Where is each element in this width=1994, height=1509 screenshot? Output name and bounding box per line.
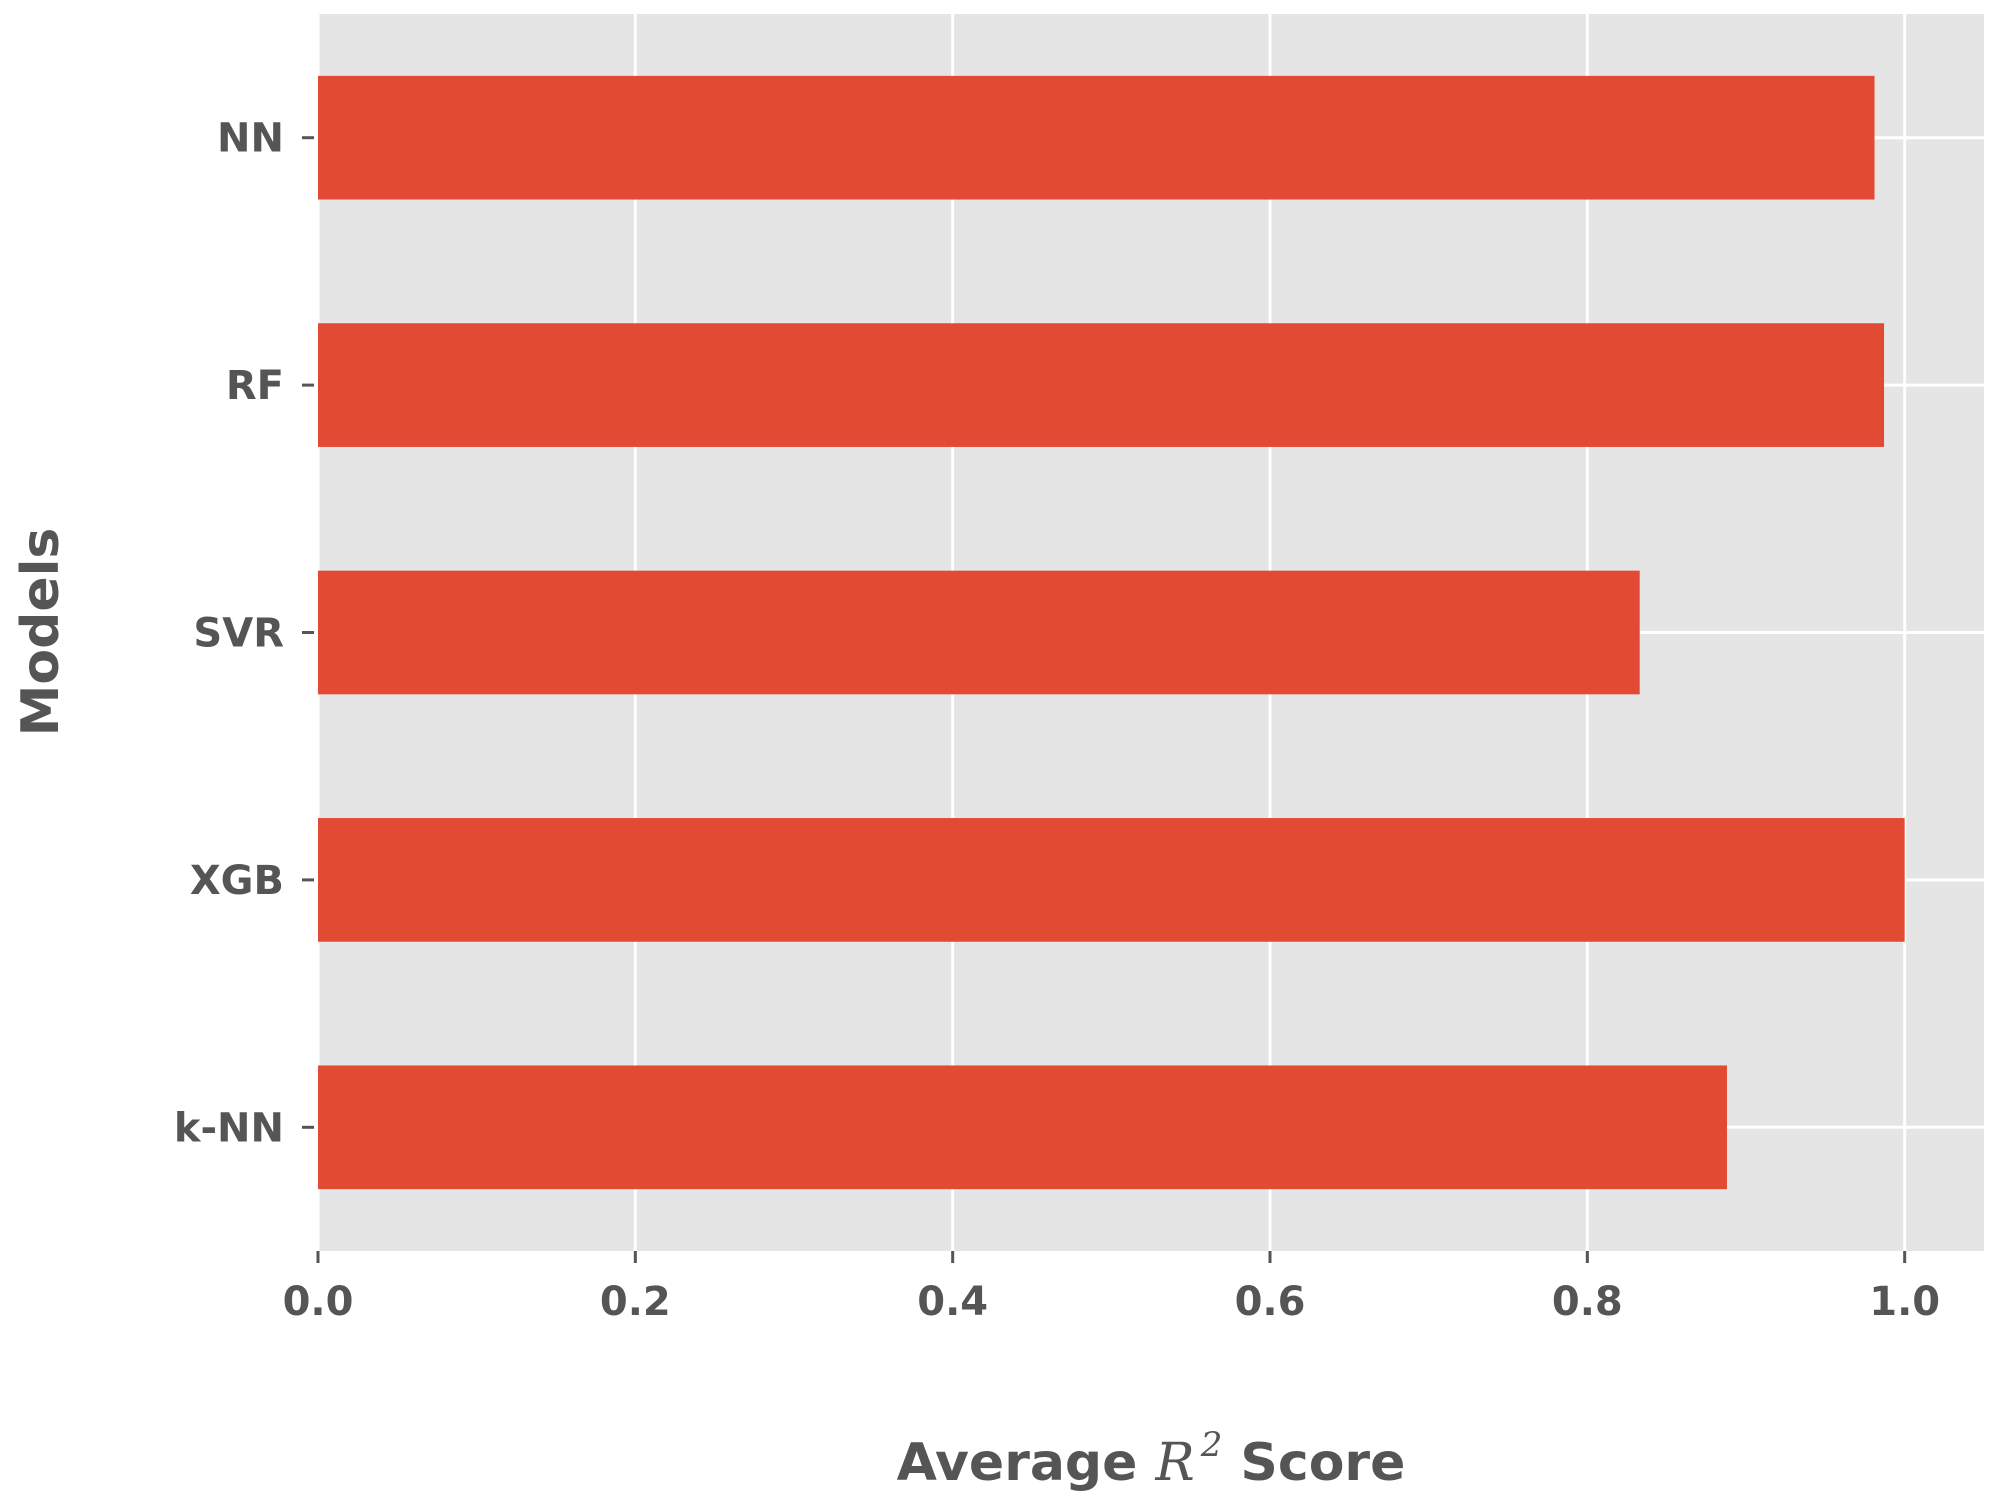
x-axis-title-symbol: R [1155, 1433, 1195, 1493]
x-tick-label-2: 0.4 [917, 1279, 988, 1325]
x-axis-ticks: 0.0 0.2 0.4 0.6 0.8 1.0 [283, 1251, 1940, 1325]
x-axis-title-prefix: Average [897, 1433, 1156, 1493]
y-tick-label-XGB: XGB [190, 858, 284, 904]
x-axis-title-superscript: 2 [1200, 1425, 1223, 1465]
bar-NN [318, 75, 1875, 200]
y-tick-label-RF: RF [226, 363, 284, 409]
y-axis-ticks: k-NN XGB SVR RF NN [174, 116, 314, 1151]
y-axis-title: Models [11, 528, 71, 737]
x-tick-label-4: 0.8 [1552, 1279, 1623, 1325]
x-tick-label-3: 0.6 [1235, 1279, 1306, 1325]
bar-XGB [318, 818, 1905, 942]
x-tick-label-0: 0.0 [283, 1279, 354, 1325]
x-tick-label-1: 0.2 [600, 1279, 671, 1325]
bar-k-NN [318, 1065, 1727, 1190]
y-tick-label-SVR: SVR [193, 611, 284, 657]
x-axis-title-suffix: Score [1222, 1433, 1405, 1493]
bars [318, 75, 1905, 1190]
y-tick-label-k-NN: k-NN [174, 1105, 284, 1151]
x-tick-label-5: 1.0 [1869, 1279, 1940, 1325]
bar-RF [318, 323, 1885, 447]
bar-SVR [318, 570, 1640, 695]
y-tick-label-NN: NN [217, 116, 284, 162]
